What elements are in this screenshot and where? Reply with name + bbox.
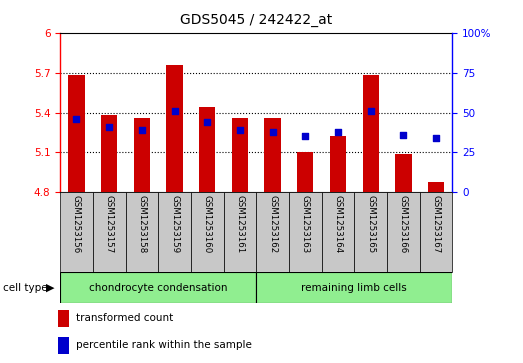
FancyBboxPatch shape bbox=[289, 192, 322, 272]
Bar bbox=[58, 337, 69, 354]
FancyBboxPatch shape bbox=[355, 192, 387, 272]
Bar bbox=[297, 152, 313, 192]
FancyBboxPatch shape bbox=[93, 192, 126, 272]
FancyBboxPatch shape bbox=[158, 192, 191, 272]
Point bbox=[301, 134, 310, 139]
Text: GSM1253160: GSM1253160 bbox=[203, 195, 212, 253]
Point bbox=[105, 124, 113, 130]
Text: GSM1253162: GSM1253162 bbox=[268, 195, 277, 253]
Point bbox=[367, 108, 375, 114]
FancyBboxPatch shape bbox=[387, 192, 419, 272]
FancyBboxPatch shape bbox=[256, 272, 452, 303]
Text: GSM1253167: GSM1253167 bbox=[431, 195, 440, 253]
Point bbox=[268, 129, 277, 135]
Point bbox=[170, 108, 179, 114]
Point bbox=[399, 132, 407, 138]
Text: GDS5045 / 242422_at: GDS5045 / 242422_at bbox=[180, 13, 333, 27]
Text: remaining limb cells: remaining limb cells bbox=[301, 283, 407, 293]
FancyBboxPatch shape bbox=[256, 192, 289, 272]
Bar bbox=[428, 182, 444, 192]
Text: GSM1253156: GSM1253156 bbox=[72, 195, 81, 253]
FancyBboxPatch shape bbox=[224, 192, 256, 272]
FancyBboxPatch shape bbox=[419, 192, 452, 272]
Bar bbox=[330, 136, 346, 192]
Text: transformed count: transformed count bbox=[76, 313, 173, 323]
FancyBboxPatch shape bbox=[60, 192, 93, 272]
Bar bbox=[232, 118, 248, 192]
Point bbox=[72, 116, 81, 122]
Bar bbox=[395, 154, 412, 192]
Text: chondrocyte condensation: chondrocyte condensation bbox=[89, 283, 228, 293]
Text: cell type: cell type bbox=[3, 283, 47, 293]
Text: GSM1253166: GSM1253166 bbox=[399, 195, 408, 253]
Text: GSM1253164: GSM1253164 bbox=[334, 195, 343, 253]
Bar bbox=[265, 118, 281, 192]
FancyBboxPatch shape bbox=[322, 192, 355, 272]
Bar bbox=[362, 75, 379, 192]
Point bbox=[138, 127, 146, 133]
Bar bbox=[101, 115, 117, 192]
Point bbox=[432, 135, 440, 141]
FancyBboxPatch shape bbox=[191, 192, 224, 272]
Bar bbox=[166, 65, 183, 192]
Point bbox=[236, 127, 244, 133]
Bar bbox=[134, 118, 150, 192]
Text: GSM1253158: GSM1253158 bbox=[138, 195, 146, 253]
Bar bbox=[199, 107, 215, 192]
FancyBboxPatch shape bbox=[126, 192, 158, 272]
Text: GSM1253161: GSM1253161 bbox=[235, 195, 244, 253]
Text: GSM1253165: GSM1253165 bbox=[366, 195, 375, 253]
Point bbox=[334, 129, 342, 135]
Text: GSM1253159: GSM1253159 bbox=[170, 195, 179, 253]
Text: percentile rank within the sample: percentile rank within the sample bbox=[76, 340, 252, 350]
Point bbox=[203, 119, 211, 125]
Bar bbox=[58, 310, 69, 327]
Text: GSM1253163: GSM1253163 bbox=[301, 195, 310, 253]
Bar bbox=[69, 75, 85, 192]
Text: ▶: ▶ bbox=[46, 283, 54, 293]
Text: GSM1253157: GSM1253157 bbox=[105, 195, 113, 253]
FancyBboxPatch shape bbox=[60, 272, 256, 303]
